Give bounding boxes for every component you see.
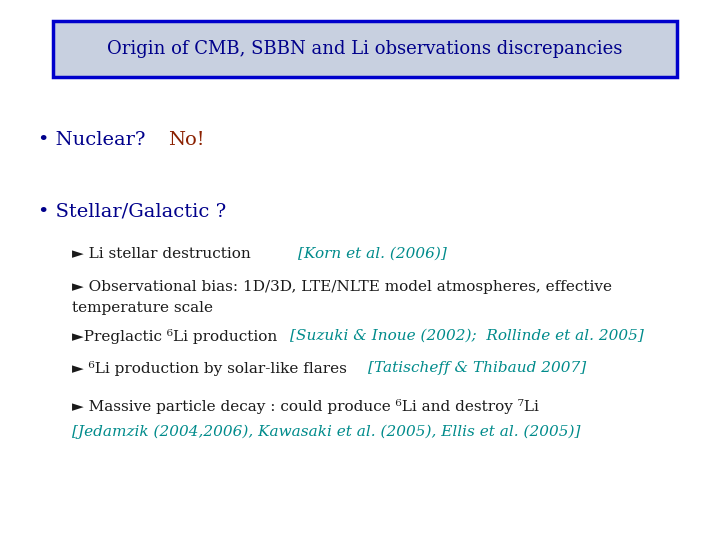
Text: Origin of CMB, SBBN and Li observations discrepancies: Origin of CMB, SBBN and Li observations … bbox=[107, 40, 623, 58]
Text: [Jedamzik (2004,2006), Kawasaki et al. (2005), Ellis et al. (2005)]: [Jedamzik (2004,2006), Kawasaki et al. (… bbox=[72, 425, 580, 439]
Text: ►Preglactic ⁶Li production: ►Preglactic ⁶Li production bbox=[72, 328, 287, 343]
Text: ► Massive particle decay : could produce ⁶Li and destroy ⁷Li: ► Massive particle decay : could produce… bbox=[72, 399, 539, 414]
Text: ► Li stellar destruction: ► Li stellar destruction bbox=[72, 247, 256, 261]
FancyBboxPatch shape bbox=[53, 21, 677, 77]
Text: No!: No! bbox=[168, 131, 204, 149]
Text: [Tatischeff & Thibaud 2007]: [Tatischeff & Thibaud 2007] bbox=[368, 361, 586, 375]
Text: • Stellar/Galactic ?: • Stellar/Galactic ? bbox=[38, 203, 226, 221]
Text: [Korn et al. (2006)]: [Korn et al. (2006)] bbox=[298, 247, 447, 261]
Text: ► ⁶Li production by solar-like flares: ► ⁶Li production by solar-like flares bbox=[72, 361, 352, 375]
Text: [Suzuki & Inoue (2002);  Rollinde et al. 2005]: [Suzuki & Inoue (2002); Rollinde et al. … bbox=[290, 329, 644, 343]
Text: temperature scale: temperature scale bbox=[72, 301, 213, 315]
Text: • Nuclear?: • Nuclear? bbox=[38, 131, 158, 149]
Text: ► Observational bias: 1D/3D, LTE/NLTE model atmospheres, effective: ► Observational bias: 1D/3D, LTE/NLTE mo… bbox=[72, 280, 612, 294]
